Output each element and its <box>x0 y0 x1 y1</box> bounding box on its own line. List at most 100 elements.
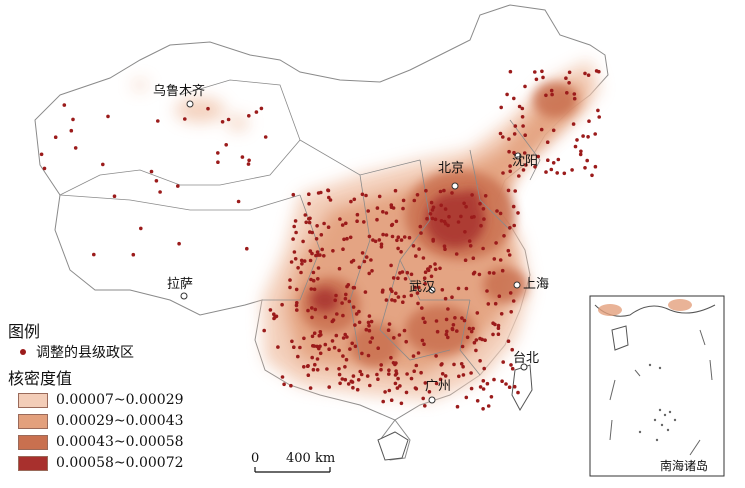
county-point <box>585 158 589 163</box>
county-point <box>507 137 511 141</box>
legend-class-2: 0.00029~0.00043 <box>18 413 184 429</box>
city-label-shenyang: 沈阳 <box>512 154 538 169</box>
county-point <box>183 117 187 121</box>
county-point <box>438 266 442 271</box>
county-point <box>414 387 419 391</box>
county-point <box>247 114 251 118</box>
county-point <box>331 249 335 253</box>
shenyang-marker <box>514 152 522 160</box>
county-point <box>367 323 371 328</box>
county-point <box>300 262 304 266</box>
county-point <box>341 336 346 340</box>
county-point <box>508 164 512 168</box>
county-point <box>423 270 428 275</box>
county-point <box>320 247 325 252</box>
county-point <box>307 201 311 206</box>
county-point <box>389 398 394 403</box>
county-point <box>508 226 512 230</box>
county-point <box>377 194 382 199</box>
county-point <box>435 329 440 334</box>
county-point <box>391 276 396 280</box>
county-point <box>106 114 110 119</box>
county-point <box>485 289 489 293</box>
county-point <box>294 230 298 235</box>
county-point <box>434 381 439 386</box>
county-point <box>356 378 361 382</box>
county-point <box>335 312 339 316</box>
county-point <box>498 131 503 136</box>
county-point <box>495 209 499 213</box>
county-point <box>443 374 448 378</box>
county-point <box>510 347 514 352</box>
county-point <box>292 345 296 350</box>
county-point <box>498 211 503 216</box>
county-point <box>386 328 391 333</box>
county-point <box>419 231 423 235</box>
county-point <box>357 265 362 270</box>
county-point <box>362 220 366 224</box>
county-point <box>460 316 464 320</box>
county-point <box>482 217 486 221</box>
province-boundaries <box>59 79 541 376</box>
county-point <box>446 335 450 340</box>
county-point <box>567 81 571 85</box>
county-point <box>459 214 463 219</box>
wuhan-marker <box>428 286 436 294</box>
county-point <box>421 396 426 401</box>
county-point <box>546 158 550 162</box>
county-point <box>444 332 449 337</box>
county-point <box>593 164 598 169</box>
county-point <box>322 254 326 258</box>
county-point <box>343 365 347 369</box>
county-point <box>306 308 310 313</box>
city-label-wuhan: 武汉 <box>409 280 435 295</box>
county-point <box>512 132 517 136</box>
county-point <box>302 365 306 369</box>
county-point <box>511 299 516 303</box>
county-point <box>544 93 548 98</box>
county-point <box>240 155 245 159</box>
county-point <box>469 371 473 375</box>
county-point <box>425 216 429 221</box>
county-point <box>493 301 498 306</box>
county-point <box>358 369 363 374</box>
county-point <box>491 321 495 326</box>
county-point <box>446 307 450 311</box>
county-point <box>282 382 286 387</box>
county-point <box>586 73 591 77</box>
county-point <box>439 219 444 223</box>
county-point <box>373 239 378 244</box>
county-point <box>312 344 317 348</box>
legend-class-4: 0.00058~0.00072 <box>18 455 184 471</box>
county-point <box>331 318 336 322</box>
county-point <box>370 336 375 340</box>
county-point <box>438 189 443 194</box>
county-point <box>429 274 434 279</box>
county-point <box>364 327 369 332</box>
county-point <box>464 395 469 400</box>
county-point <box>354 312 359 316</box>
county-point <box>482 366 487 371</box>
county-point <box>396 276 400 281</box>
county-point <box>364 255 369 259</box>
city-label-taipei: 台北 <box>513 351 539 366</box>
county-point <box>593 132 597 136</box>
county-point <box>315 357 320 361</box>
county-point <box>536 154 540 159</box>
county-point <box>73 146 78 150</box>
county-point <box>551 161 556 165</box>
county-point <box>481 207 486 211</box>
county-point <box>246 162 251 166</box>
county-point <box>421 316 426 321</box>
county-point <box>338 381 342 386</box>
county-point <box>545 140 550 144</box>
county-point <box>461 364 465 369</box>
county-point <box>390 298 394 302</box>
county-point <box>318 330 323 334</box>
county-point <box>423 282 427 286</box>
county-point <box>395 386 400 390</box>
county-point <box>381 232 385 237</box>
county-point <box>337 348 341 353</box>
county-point <box>428 265 433 269</box>
legend-point-symbol <box>20 349 26 355</box>
